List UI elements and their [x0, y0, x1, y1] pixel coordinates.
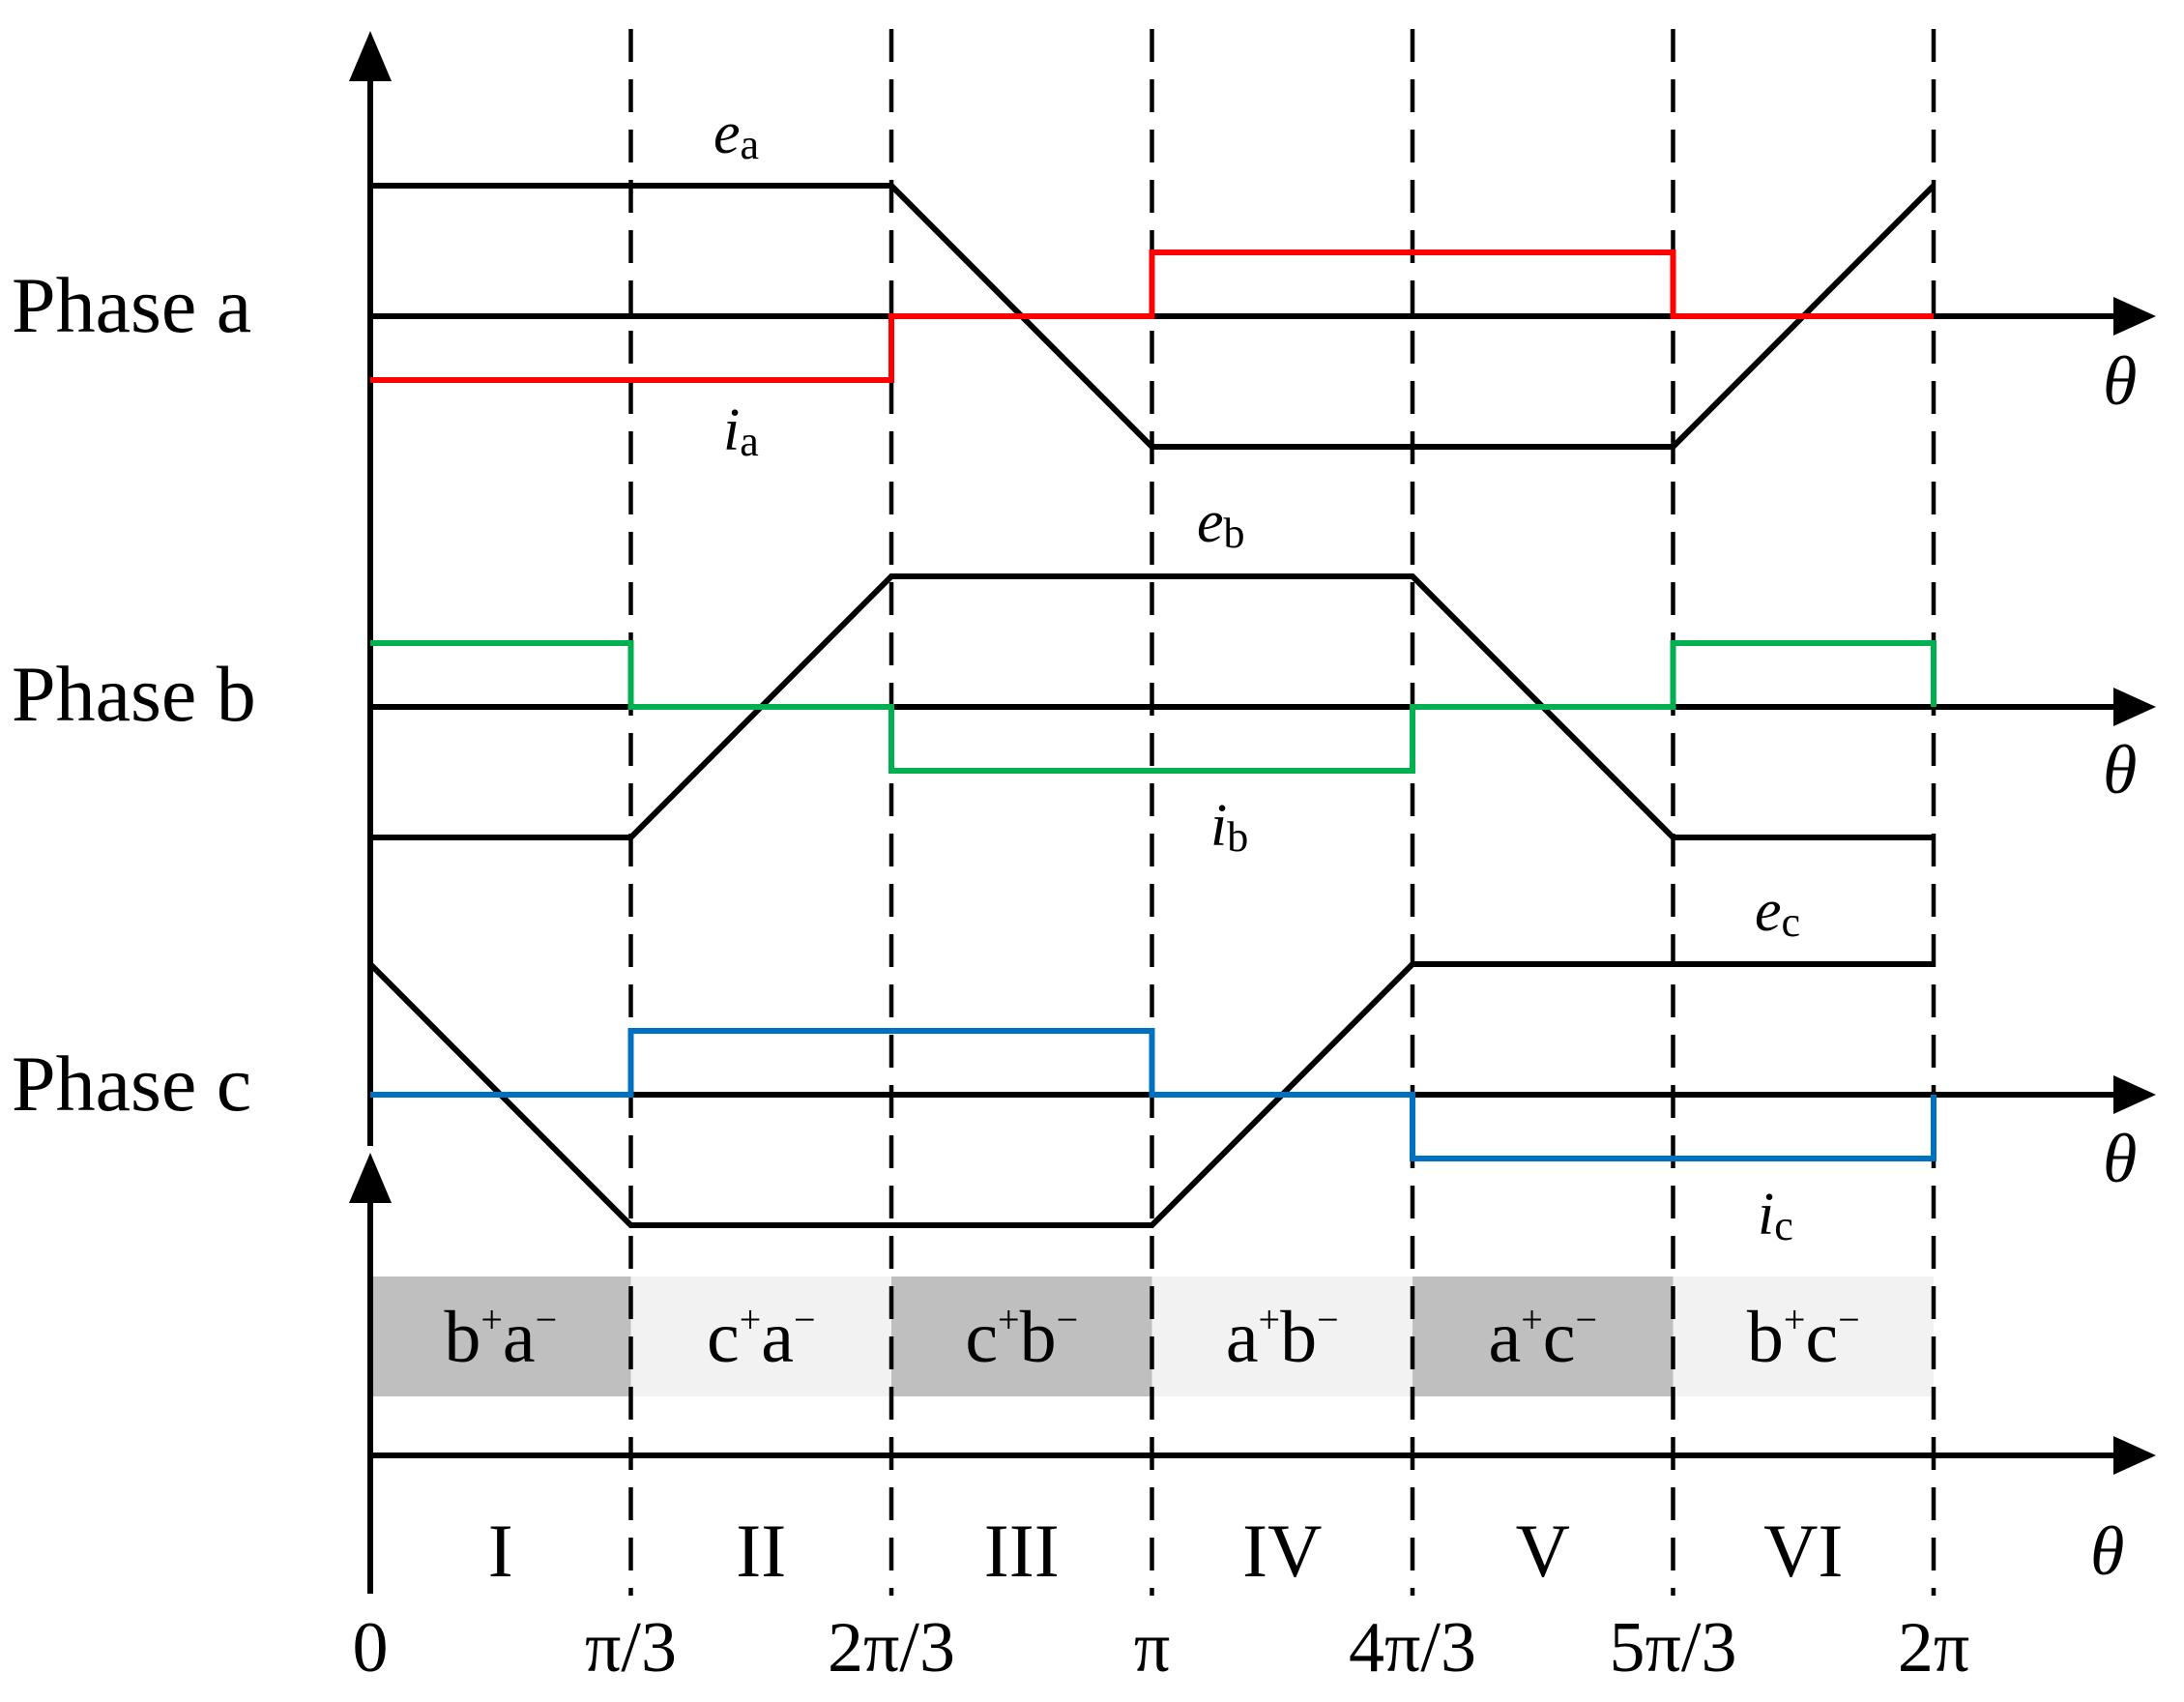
sector-label-2: II	[736, 1509, 786, 1593]
emf-curve-b	[370, 573, 1934, 840]
current-label-c: ic	[1758, 1182, 1793, 1249]
conduction-band-6	[1673, 1276, 1934, 1396]
y-axis-lower-arrow	[349, 1153, 392, 1203]
sector-label-3: III	[984, 1509, 1060, 1593]
current-label-b: ib	[1210, 793, 1248, 861]
conduction-band-5	[1412, 1276, 1674, 1396]
emf-curve-c	[367, 961, 1934, 1228]
emf-label-a: ea	[713, 101, 759, 168]
current-curve-a	[370, 249, 1934, 383]
theta-label-3: θ	[2103, 1120, 2137, 1197]
theta-axis-arrow-2	[2113, 688, 2156, 726]
sector-label-5: V	[1516, 1509, 1570, 1593]
conduction-label-2: c+a−	[707, 1297, 816, 1378]
x-tick-label-2: 2π/3	[828, 1608, 955, 1687]
x-tick-label-5: 5π/3	[1610, 1608, 1737, 1687]
current-curve-c	[370, 1028, 1936, 1161]
x-tick-label-3: π	[1134, 1608, 1170, 1687]
current-label-a: ia	[723, 397, 759, 465]
theta-label-4: θ	[2090, 1512, 2124, 1590]
phase-label-b: Phase b	[12, 650, 256, 738]
theta-label-2: θ	[2103, 731, 2137, 808]
sector-label-4: IV	[1242, 1509, 1322, 1593]
theta-axis-arrow-1	[2113, 297, 2156, 336]
phase-label-a: Phase a	[12, 261, 251, 349]
conduction-label-1: b+a−	[444, 1297, 557, 1378]
conduction-label-4: a+b−	[1226, 1297, 1339, 1378]
x-tick-label-4: 4π/3	[1349, 1608, 1476, 1687]
conduction-label-6: b+c−	[1747, 1297, 1860, 1378]
conduction-label-5: a+c−	[1488, 1297, 1597, 1378]
sector-label-1: I	[488, 1509, 513, 1593]
conduction-band-3	[891, 1276, 1152, 1396]
x-tick-label-1: π/3	[585, 1608, 677, 1687]
conduction-band-4	[1151, 1276, 1412, 1396]
x-tick-label-6: 2π	[1898, 1608, 1969, 1687]
sector-label-6: VI	[1763, 1509, 1843, 1593]
theta-axis-arrow-3	[2113, 1075, 2156, 1114]
emf-label-b: eb	[1197, 489, 1245, 557]
conduction-band-1	[370, 1276, 631, 1396]
emf-label-c: ec	[1755, 878, 1800, 946]
conduction-band-2	[630, 1276, 891, 1396]
x-tick-label-0: 0	[353, 1608, 389, 1687]
conduction-label-3: c+b−	[965, 1297, 1078, 1378]
current-curve-b	[370, 640, 1936, 774]
theta-label-1: θ	[2103, 342, 2137, 420]
theta-axis-arrow-4	[2113, 1436, 2156, 1475]
y-axis-upper-arrow	[349, 31, 392, 81]
emf-curve-a	[370, 183, 1936, 450]
phase-label-c: Phase c	[12, 1040, 251, 1128]
